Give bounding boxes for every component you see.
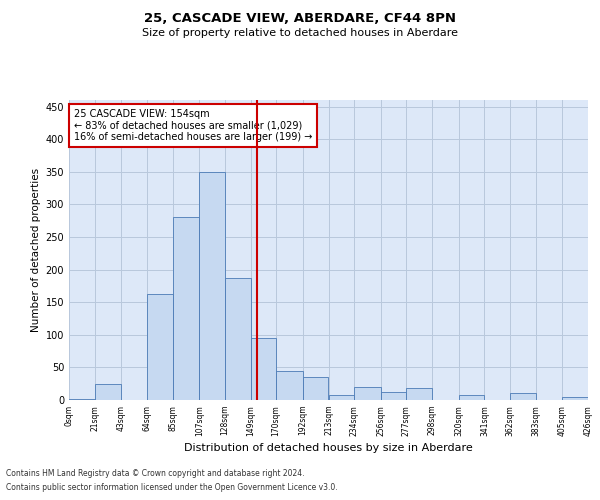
Bar — [562, 396, 588, 400]
Bar — [329, 395, 354, 400]
Bar — [303, 377, 329, 400]
Text: 25, CASCADE VIEW, ABERDARE, CF44 8PN: 25, CASCADE VIEW, ABERDARE, CF44 8PN — [144, 12, 456, 26]
Bar — [276, 370, 303, 400]
Bar — [406, 388, 432, 400]
Bar — [173, 218, 199, 400]
Bar — [69, 398, 95, 400]
Y-axis label: Number of detached properties: Number of detached properties — [31, 168, 41, 332]
Text: 25 CASCADE VIEW: 154sqm
← 83% of detached houses are smaller (1,029)
16% of semi: 25 CASCADE VIEW: 154sqm ← 83% of detache… — [74, 109, 313, 142]
Bar — [510, 394, 536, 400]
Bar — [95, 384, 121, 400]
Bar — [147, 294, 173, 400]
Bar — [381, 392, 406, 400]
Bar — [459, 395, 484, 400]
X-axis label: Distribution of detached houses by size in Aberdare: Distribution of detached houses by size … — [184, 442, 473, 452]
Bar — [354, 387, 381, 400]
Text: Contains HM Land Registry data © Crown copyright and database right 2024.: Contains HM Land Registry data © Crown c… — [6, 468, 305, 477]
Text: Contains public sector information licensed under the Open Government Licence v3: Contains public sector information licen… — [6, 484, 338, 492]
Bar — [199, 172, 225, 400]
Text: Size of property relative to detached houses in Aberdare: Size of property relative to detached ho… — [142, 28, 458, 38]
Bar — [251, 338, 276, 400]
Bar — [225, 278, 251, 400]
